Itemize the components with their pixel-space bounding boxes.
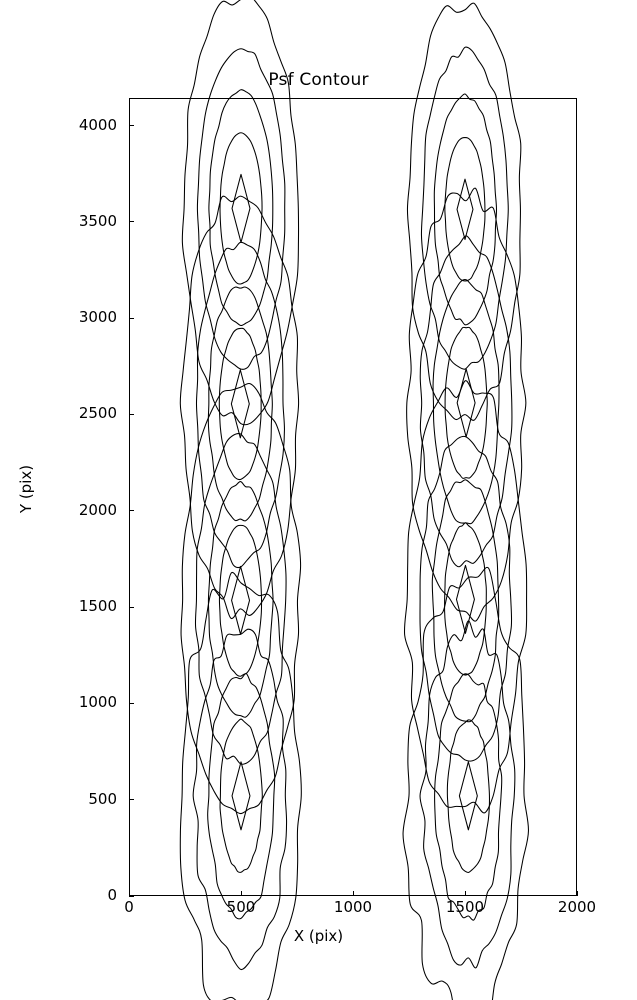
contour-level-core <box>231 761 251 831</box>
contour-level-2 <box>207 481 274 718</box>
y-tick-mark <box>129 125 134 127</box>
x-axis-label: X (pix) <box>293 927 344 945</box>
contour-level-4 <box>181 0 300 426</box>
contour-level-4 <box>180 382 302 815</box>
contour-level-4 <box>403 380 528 814</box>
contour-level-2 <box>431 479 500 723</box>
contour-level-3 <box>194 433 287 765</box>
contour-level-2 <box>207 286 273 522</box>
x-tick-label: 2000 <box>557 898 597 916</box>
contour-level-1 <box>446 719 491 874</box>
psf-contour-group <box>179 571 302 1000</box>
x-tick-mark <box>464 891 466 896</box>
contour-level-2 <box>208 89 274 327</box>
y-tick-mark <box>129 317 134 319</box>
contour-level-2 <box>207 673 276 920</box>
y-tick-mark <box>129 606 134 608</box>
contour-level-4 <box>406 2 522 421</box>
x-tick-label: 0 <box>124 898 134 916</box>
y-tick-mark <box>129 510 134 512</box>
y-tick-mark <box>129 221 134 223</box>
contour-level-2 <box>432 279 500 525</box>
contour-level-1 <box>218 524 263 677</box>
psf-contour-group <box>406 187 527 622</box>
y-tick-label: 3000 <box>78 308 117 327</box>
page-title: Psf Contour <box>268 70 369 90</box>
contour-level-3 <box>419 235 513 568</box>
y-tick-label: 3500 <box>78 211 117 230</box>
y-tick-label: 2500 <box>78 404 117 423</box>
contour-level-core <box>230 369 250 439</box>
psf-contour-group <box>181 0 300 426</box>
contour-level-3 <box>195 241 285 569</box>
contour-level-2 <box>434 673 503 921</box>
contour-level-4 <box>179 195 300 620</box>
contour-level-3 <box>196 48 286 370</box>
psf-contour-group <box>406 2 522 421</box>
y-tick-mark <box>129 895 134 897</box>
contour-level-1 <box>444 137 486 282</box>
contour-level-1 <box>444 522 487 676</box>
y-tick-mark <box>129 413 134 416</box>
y-tick-label: 4000 <box>78 115 117 134</box>
contour-level-3 <box>419 620 516 969</box>
contour-level-core <box>456 178 474 241</box>
contour-level-1 <box>444 326 488 479</box>
contour-level-4 <box>406 187 527 622</box>
x-tick-mark <box>352 891 354 896</box>
contour-plot-area <box>179 0 529 1000</box>
y-tick-label: 500 <box>88 789 117 808</box>
y-tick-label: 0 <box>107 886 117 904</box>
x-tick-mark <box>576 891 578 896</box>
psf-contour-group <box>402 566 529 1000</box>
x-tick-label: 1000 <box>333 898 373 916</box>
x-tick-mark <box>128 891 130 896</box>
contour-level-3 <box>192 628 288 971</box>
contour-level-3 <box>420 46 509 370</box>
psf-contour-group <box>179 195 300 620</box>
contour-level-3 <box>419 435 513 762</box>
psf-contour-group <box>180 382 302 815</box>
x-tick-mark <box>240 891 242 896</box>
contour-level-1 <box>219 718 263 873</box>
contour-level-1 <box>218 327 262 481</box>
y-tick-mark <box>129 799 134 801</box>
y-tick-label: 1500 <box>78 597 117 616</box>
contour-level-1 <box>219 132 263 285</box>
y-axis-label: Y (pix) <box>17 464 35 514</box>
y-tick-label: 2000 <box>78 500 117 519</box>
contour-level-2 <box>433 93 498 326</box>
y-tick-mark <box>129 702 134 704</box>
contour-level-4 <box>402 566 529 1000</box>
contour-level-core <box>458 761 478 831</box>
contour-level-4 <box>179 571 302 1000</box>
x-tick-label: 1500 <box>445 898 485 916</box>
x-tick-label: 500 <box>226 898 256 916</box>
y-tick-label: 1000 <box>78 693 117 712</box>
